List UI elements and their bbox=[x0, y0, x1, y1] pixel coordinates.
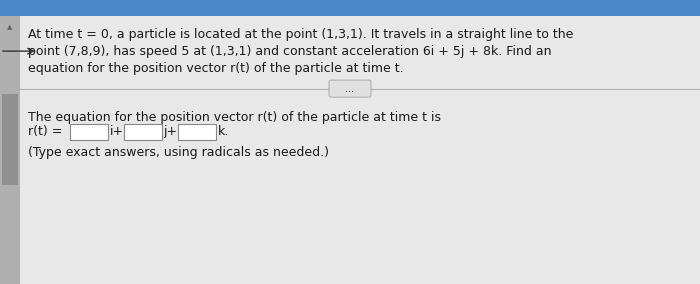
Text: r(t) =: r(t) = bbox=[27, 125, 66, 138]
Text: (Type exact answers, using radicals as needed.): (Type exact answers, using radicals as n… bbox=[27, 146, 328, 159]
Text: i+: i+ bbox=[110, 125, 124, 138]
Bar bbox=[178, 124, 216, 140]
Text: equation for the position vector r(t) of the particle at time t.: equation for the position vector r(t) of… bbox=[27, 62, 403, 75]
Text: At time t = 0, a particle is located at the point (1,3,1). It travels in a strai: At time t = 0, a particle is located at … bbox=[27, 28, 573, 41]
Bar bbox=[0, 16, 20, 284]
Text: ...: ... bbox=[346, 83, 354, 94]
Text: The equation for the position vector r(t) of the particle at time t is: The equation for the position vector r(t… bbox=[27, 111, 440, 124]
Bar bbox=[124, 124, 162, 140]
Bar bbox=[69, 124, 108, 140]
Bar bbox=[0, 0, 700, 16]
Text: j+: j+ bbox=[164, 125, 178, 138]
Text: point (7,8,9), has speed 5 at (1,3,1) and constant acceleration 6i + 5j + 8k. Fi: point (7,8,9), has speed 5 at (1,3,1) an… bbox=[27, 45, 551, 58]
Text: ▲: ▲ bbox=[7, 25, 13, 31]
FancyBboxPatch shape bbox=[329, 80, 371, 97]
Text: k.: k. bbox=[218, 125, 229, 138]
Bar bbox=[2, 94, 18, 185]
